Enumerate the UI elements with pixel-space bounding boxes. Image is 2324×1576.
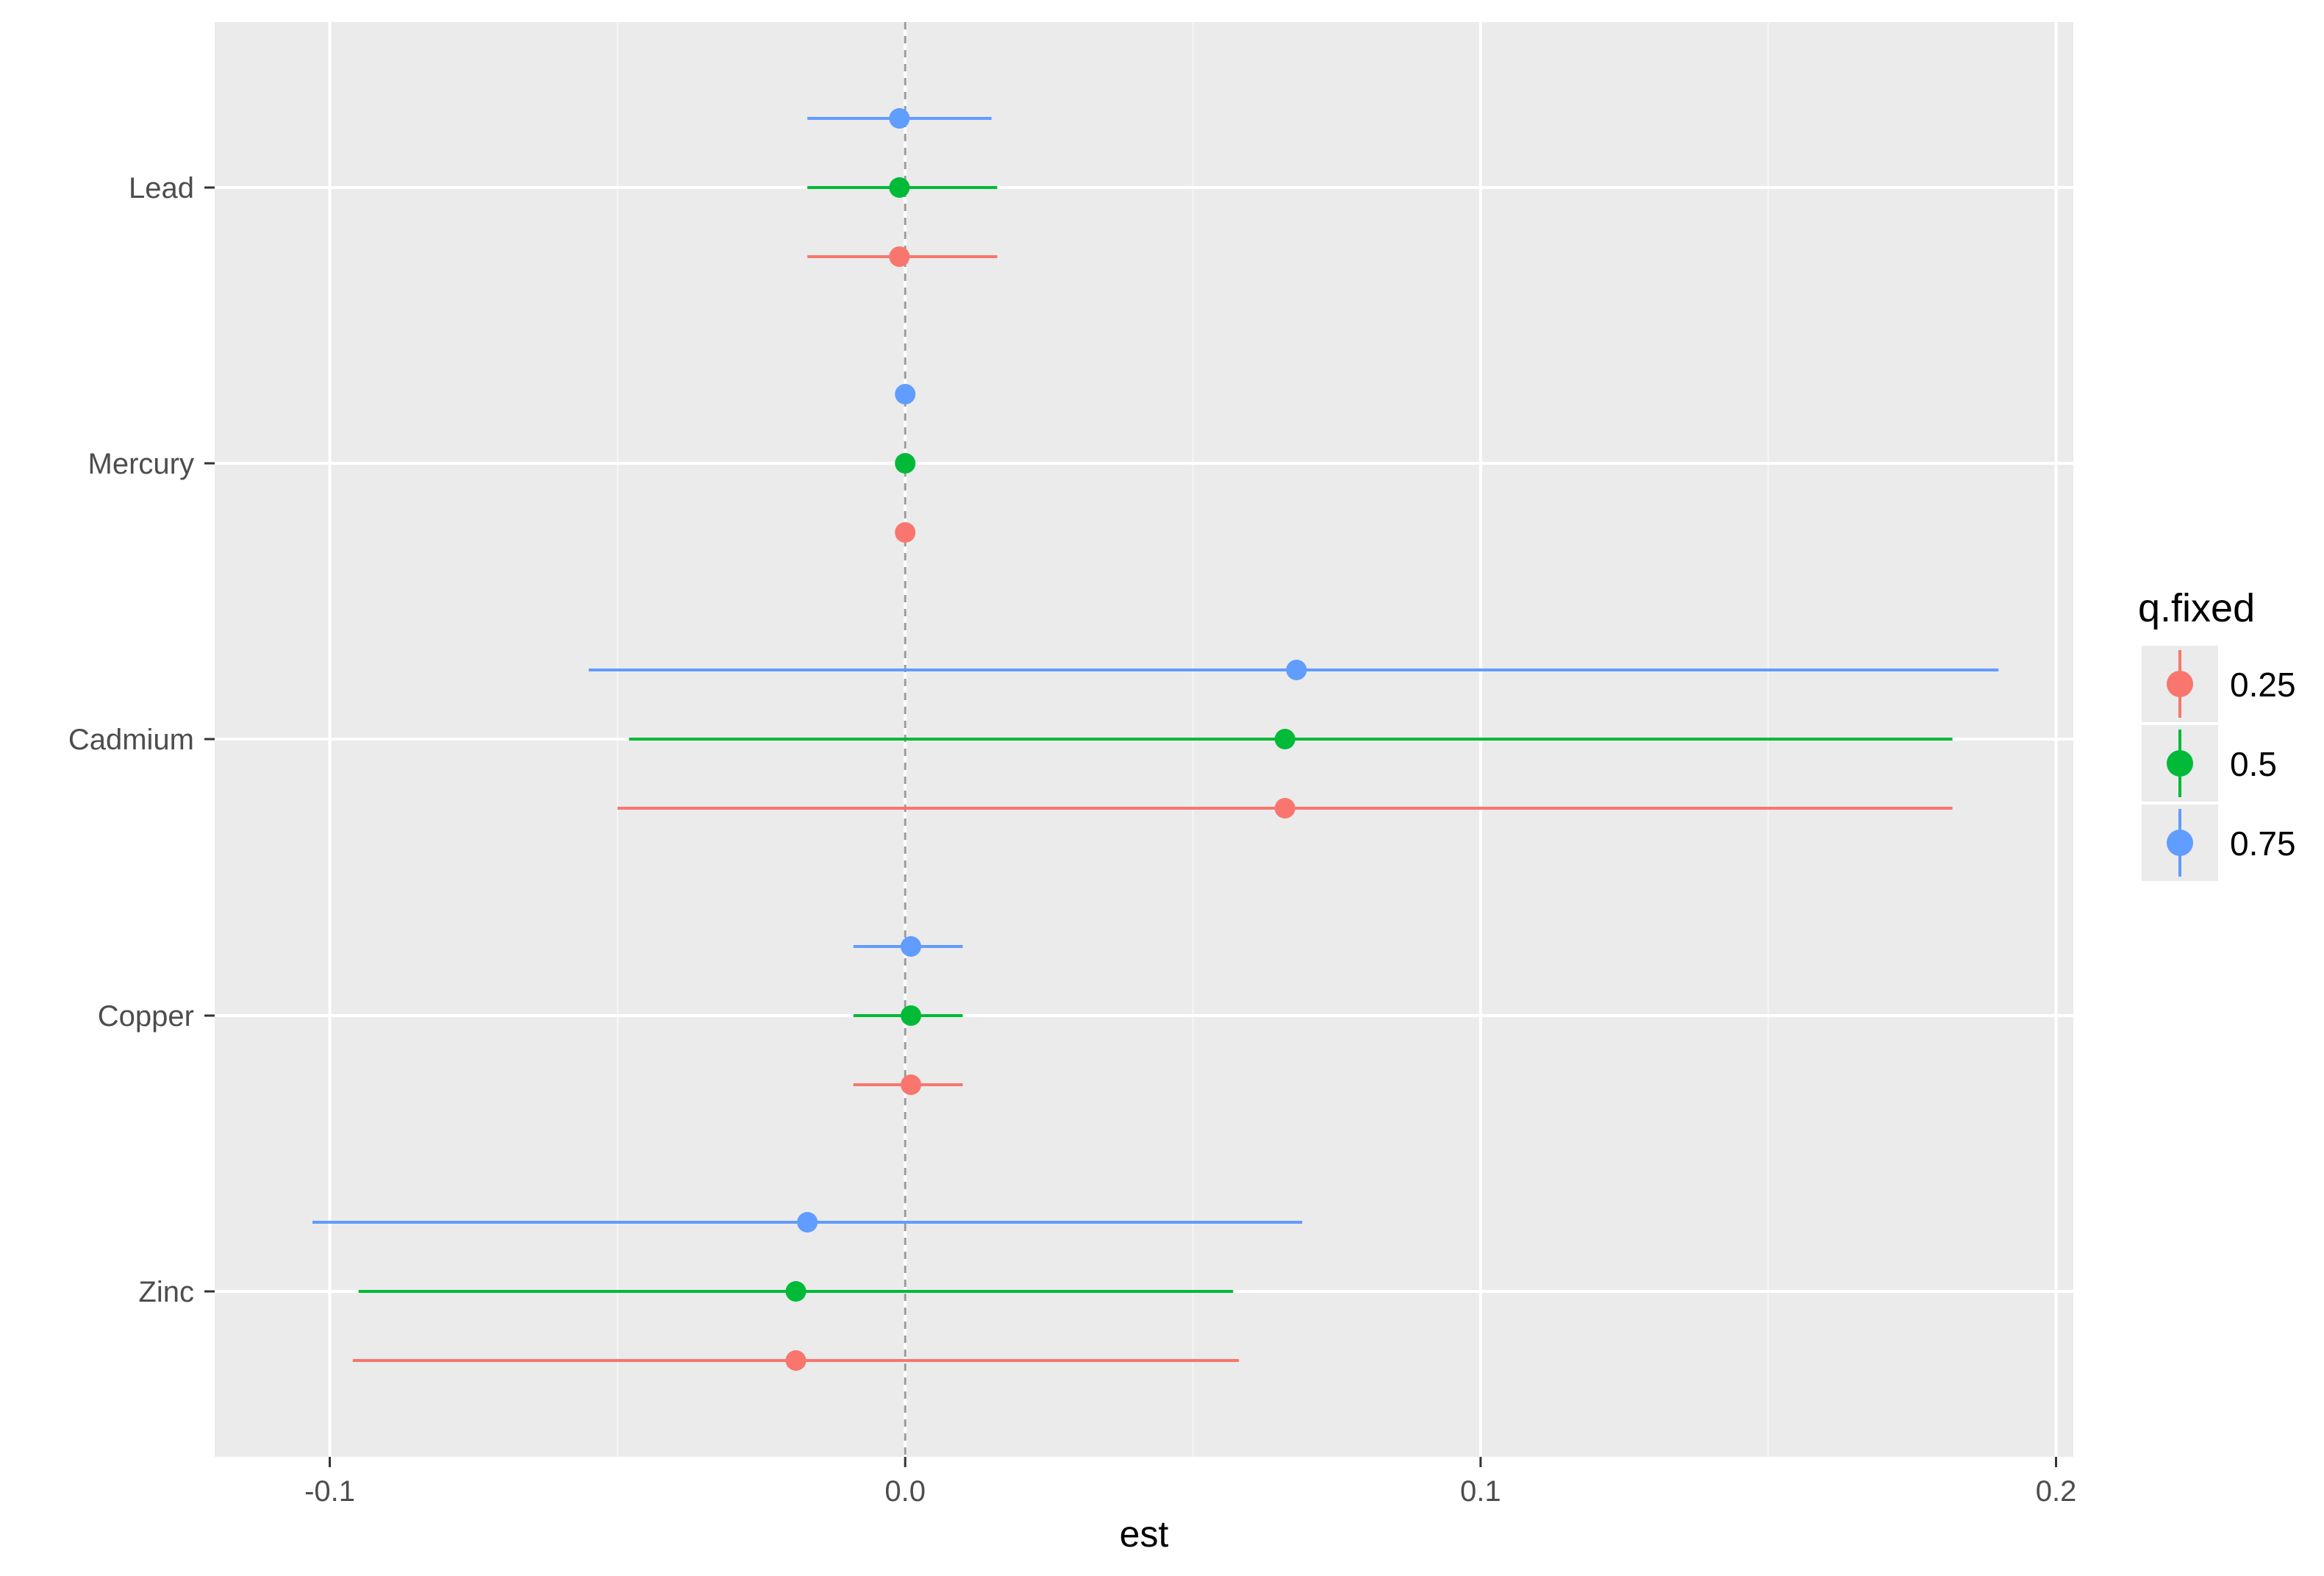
x-tick-label: 0.1: [1460, 1475, 1501, 1508]
point-mercury-0.25: [895, 522, 916, 543]
point-mercury-0.5: [895, 453, 916, 474]
y-tick-label-copper: Copper: [98, 1000, 194, 1033]
point-copper-0.5: [901, 1005, 922, 1026]
point-lead-0.25: [889, 246, 910, 267]
x-axis: -0.1 0.0 0.1 0.2: [304, 1457, 2076, 1508]
y-axis: Lead Mercury Cadmium Copper Zinc: [68, 172, 215, 1308]
legend: q.fixed 0.25 0.5 0.75: [2138, 586, 2296, 881]
y-tick-label-mercury: Mercury: [88, 448, 194, 480]
point-zinc-0.75: [797, 1212, 818, 1233]
point-lead-0.75: [889, 108, 910, 129]
y-tick-label-cadmium: Cadmium: [68, 724, 194, 756]
x-tick-label: 0.0: [884, 1475, 926, 1508]
legend-key-point-0.75: [2167, 830, 2193, 856]
point-cadmium-0.25: [1274, 798, 1295, 819]
y-tick-label-lead: Lead: [129, 172, 194, 204]
point-cadmium-0.75: [1286, 660, 1307, 680]
data-marks: [312, 108, 1999, 1371]
point-zinc-0.25: [785, 1350, 807, 1371]
point-copper-0.75: [901, 936, 922, 957]
x-tick-label: 0.2: [2036, 1475, 2077, 1508]
point-lead-0.5: [889, 177, 910, 198]
legend-label-0.75: 0.75: [2230, 824, 2296, 863]
legend-key-point-0.5: [2167, 750, 2193, 777]
point-cadmium-0.5: [1274, 729, 1295, 749]
x-tick-label: -0.1: [304, 1475, 355, 1508]
legend-label-0.25: 0.25: [2230, 666, 2296, 704]
y-tick-label-zinc: Zinc: [138, 1276, 194, 1308]
point-zinc-0.5: [785, 1281, 807, 1302]
legend-title: q.fixed: [2138, 586, 2255, 630]
legend-label-0.5: 0.5: [2230, 745, 2277, 783]
point-copper-0.25: [901, 1074, 922, 1095]
x-axis-title: est: [1120, 1513, 1169, 1555]
legend-key-point-0.25: [2167, 671, 2193, 697]
point-mercury-0.75: [895, 384, 916, 404]
